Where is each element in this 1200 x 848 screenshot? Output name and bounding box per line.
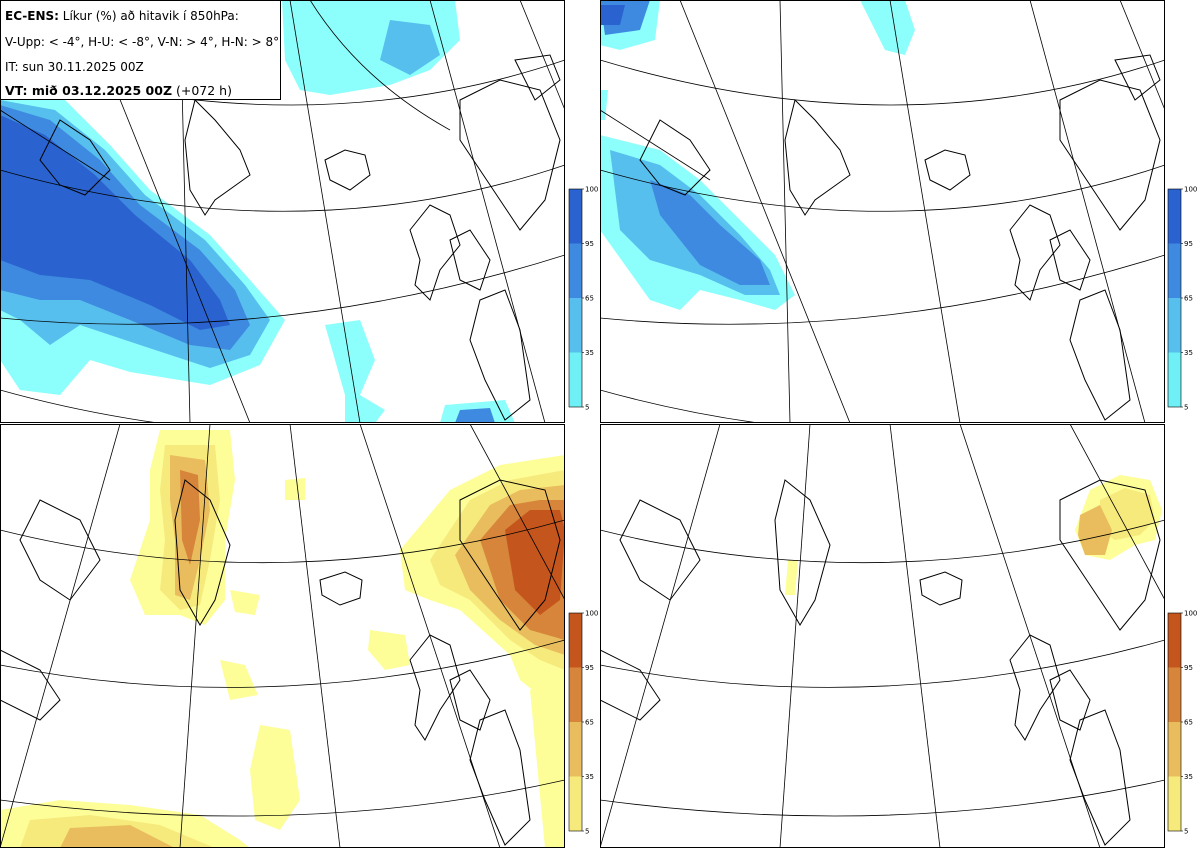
- panel-bottom-right: [600, 424, 1165, 848]
- colorbar-tick-label: 100: [1184, 610, 1197, 618]
- colorbar-segment: [569, 298, 582, 353]
- probability-field: [0, 0, 515, 423]
- colorbar-tick-label: 65: [1184, 719, 1193, 727]
- colorbar-tick-label: 100: [585, 610, 598, 618]
- coastlines: [600, 479, 1161, 846]
- panel-top-left-frame: [0, 0, 565, 423]
- graticule: [600, 0, 1165, 423]
- panel-top-right: [600, 0, 1165, 423]
- coastlines: [0, 479, 561, 846]
- coastlines: [639, 54, 1161, 421]
- valid-time-line: VT: mið 03.12.2025 00Z (+072 h): [5, 83, 232, 98]
- valid-time: VT: mið 03.12.2025 00Z: [5, 83, 173, 98]
- colorbar-tick-label: 5: [1184, 404, 1188, 412]
- panel-top-left: [0, 0, 565, 423]
- colorbar-tick-label: 95: [1184, 240, 1193, 248]
- panel-bottom-left: [0, 424, 565, 848]
- info-box: EC-ENS: Líkur (%) að hitavik í 850hPa: V…: [0, 0, 281, 100]
- model-label: EC-ENS:: [5, 9, 59, 23]
- colorbar-segment: [1168, 189, 1181, 244]
- colorbar-segment: [1168, 243, 1181, 298]
- title-line: EC-ENS: Líkur (%) að hitavik í 850hPa:: [5, 9, 239, 23]
- colorbar-top-right: 100 95 65 35 5: [1167, 186, 1197, 412]
- colorbar-tick-label: 35: [585, 773, 594, 781]
- colorbar-tick-label: 95: [585, 664, 594, 672]
- colorbar-tick-label: 95: [1184, 664, 1193, 672]
- colorbar-segment: [1168, 667, 1181, 722]
- thresholds-line: V-Upp: < -4°, H-U: < -8°, V-N: > 4°, H-N…: [5, 35, 280, 49]
- colorbar-segment: [569, 243, 582, 298]
- colorbar-tick-label: 35: [1184, 349, 1193, 357]
- colorbar-tick-label: 5: [1184, 828, 1188, 836]
- probability-field: [600, 0, 915, 310]
- colorbar-tick-label: 35: [585, 349, 594, 357]
- colorbar-segment: [569, 667, 582, 722]
- graticule: [0, 424, 565, 848]
- colorbar-tick-label: 65: [585, 295, 594, 303]
- colorbar-bottom-left: 100 95 65 35 5: [568, 610, 598, 836]
- colorbar-tick-label: 95: [585, 240, 594, 248]
- colorbar-tick-label: 65: [585, 719, 594, 727]
- colorbar-segment: [569, 613, 582, 668]
- panel-top-right-frame: [600, 0, 1165, 423]
- colorbar-tick-label: 35: [1184, 773, 1193, 781]
- colorbar-segment: [1168, 298, 1181, 353]
- lead-time: (+072 h): [176, 83, 232, 98]
- colorbar-segment: [569, 352, 582, 407]
- coastlines: [39, 54, 561, 421]
- colorbar-tick-label: 100: [1184, 186, 1197, 194]
- colorbar-segment: [569, 722, 582, 777]
- colorbar-top-left: 100 95 65 35 5: [568, 186, 598, 412]
- title-text: Líkur (%) að hitavik í 850hPa:: [62, 9, 239, 23]
- probability-field: [785, 475, 1162, 595]
- colorbar-tick-label: 5: [585, 404, 589, 412]
- colorbar-tick-label: 5: [585, 828, 589, 836]
- colorbar-bottom-right: 100 95 65 35 5: [1167, 610, 1197, 836]
- colorbar-tick-label: 100: [585, 186, 598, 194]
- colorbar-segment: [1168, 722, 1181, 777]
- colorbar-tick-label: 65: [1184, 295, 1193, 303]
- colorbar-segment: [569, 776, 582, 831]
- colorbar-segment: [1168, 352, 1181, 407]
- init-time: IT: sun 30.11.2025 00Z: [5, 60, 144, 74]
- colorbar-segment: [569, 189, 582, 244]
- graticule: [0, 0, 565, 423]
- colorbar-segment: [1168, 776, 1181, 831]
- colorbar-segment: [1168, 613, 1181, 668]
